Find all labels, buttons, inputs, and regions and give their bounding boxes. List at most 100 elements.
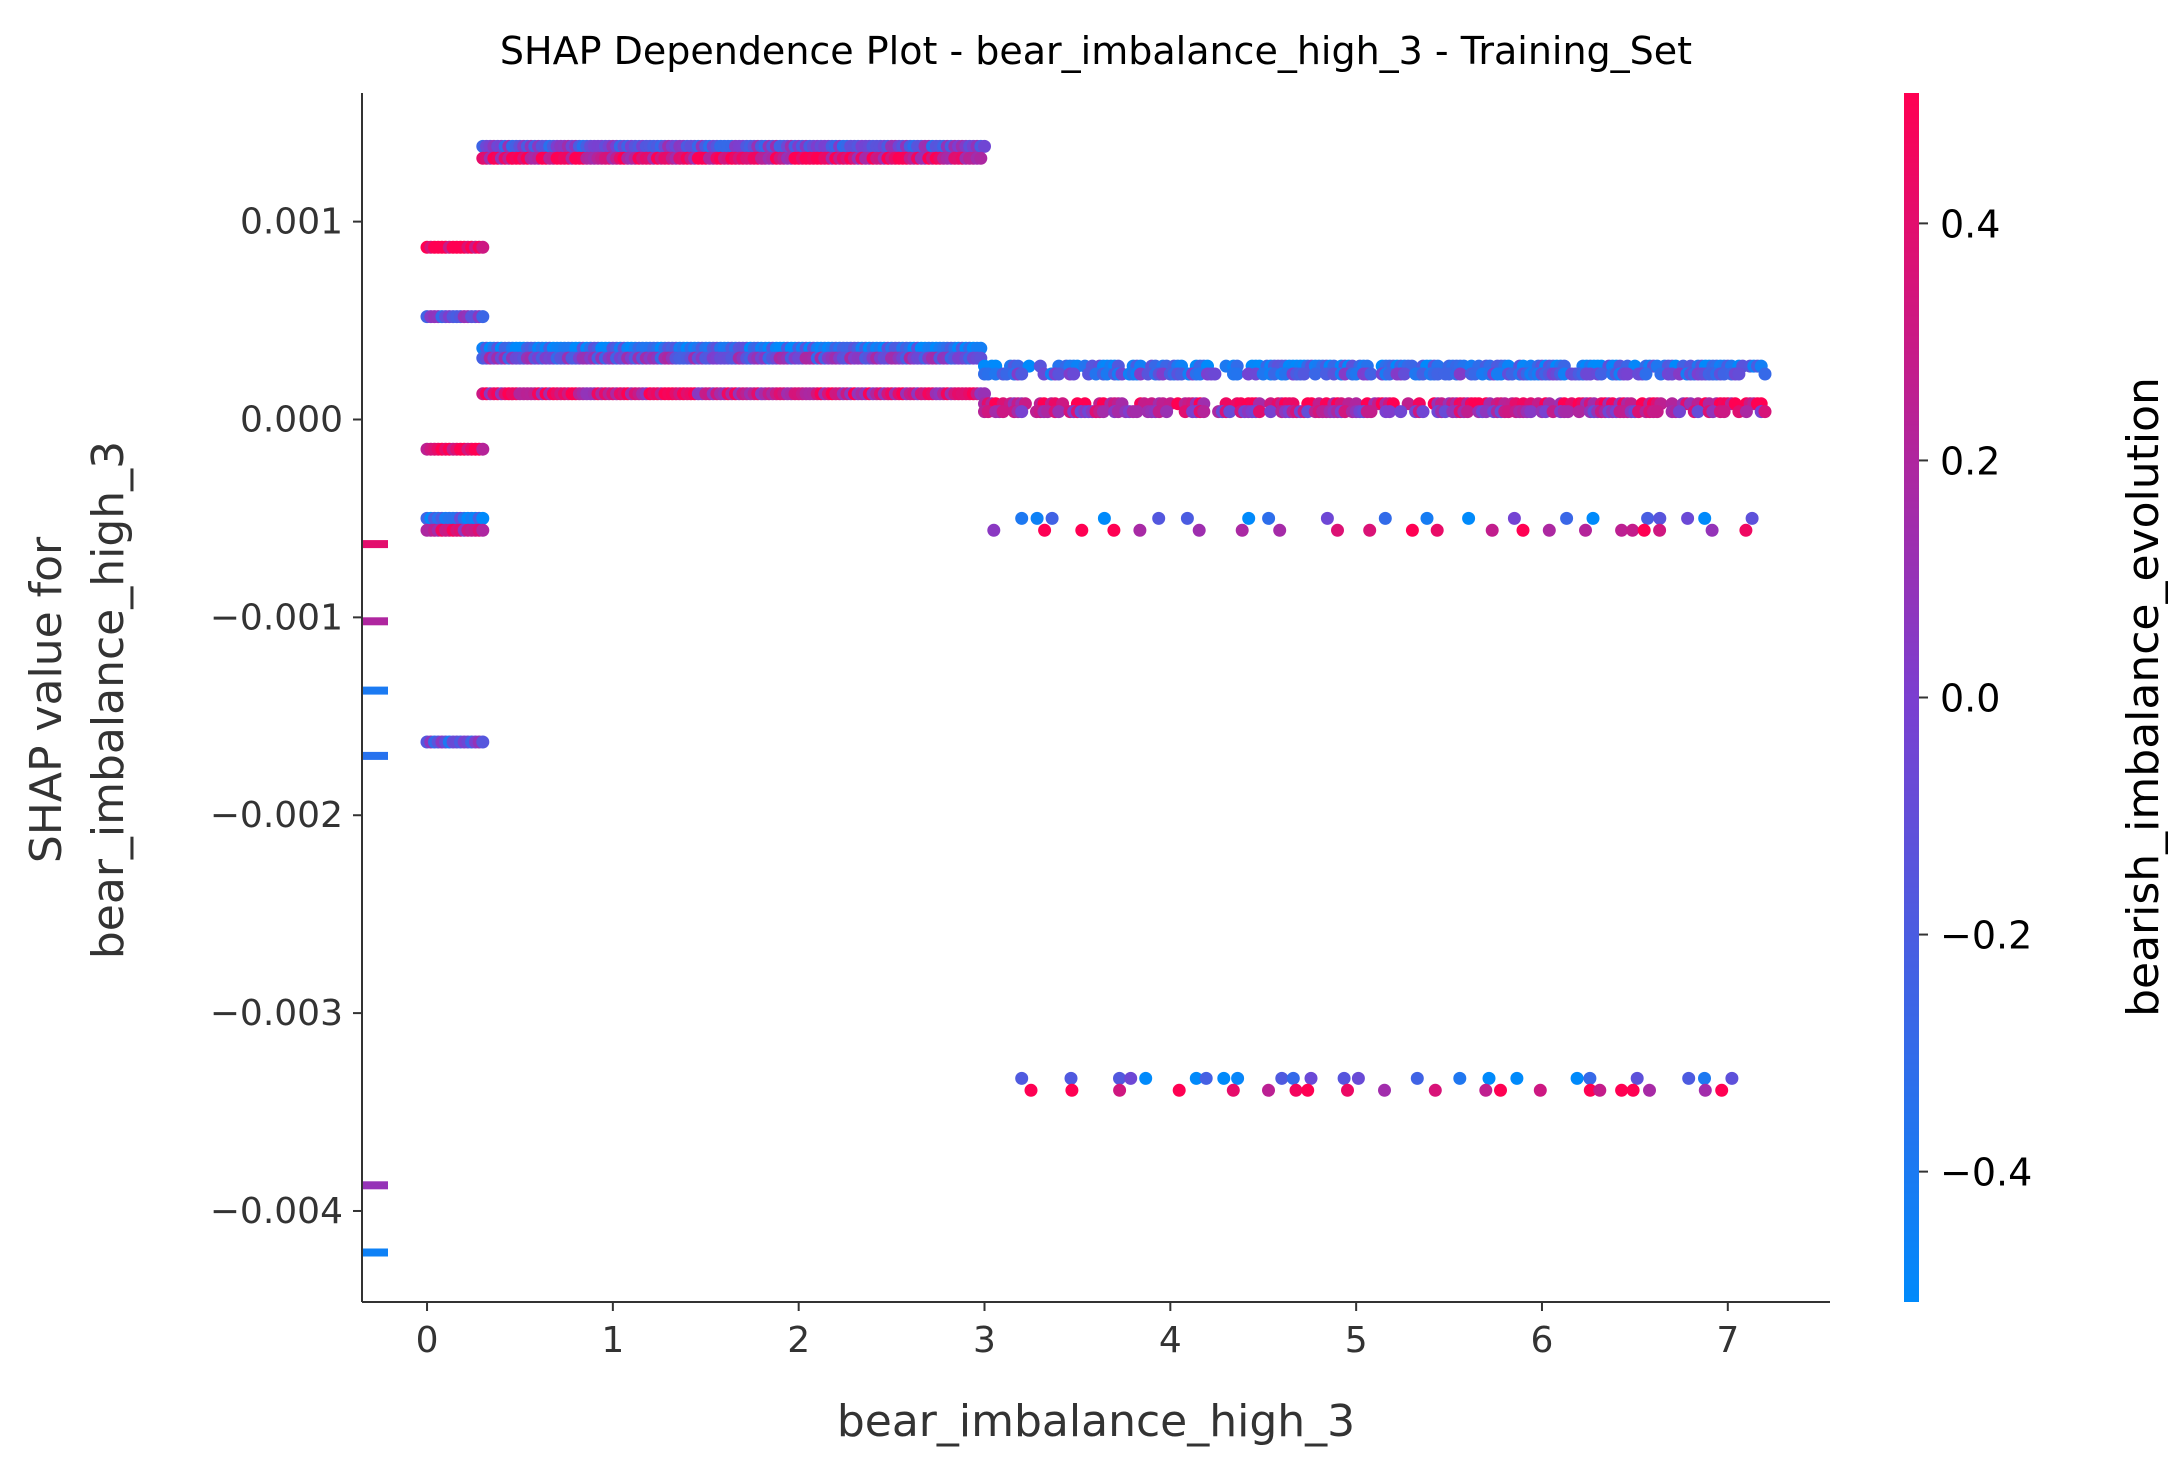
y-tick-label: −0.003 [210,993,343,1034]
data-point [1461,405,1475,419]
missing-value-marker [363,751,388,760]
data-point [1410,1071,1424,1085]
data-point [1030,511,1044,525]
x-tick-label: 3 [973,1320,996,1361]
data-point [1494,1083,1507,1097]
data-point [476,442,490,456]
chart-title: SHAP Dependence Plot - bear_imbalance_hi… [500,29,1692,73]
missing-value-marker [363,617,388,626]
data-point [1304,1071,1318,1085]
data-point [1301,1083,1315,1097]
data-point [476,240,490,254]
data-point [1015,405,1029,419]
data-point [1223,405,1237,419]
data-point [1510,1071,1524,1085]
data-point [1630,1071,1644,1085]
data-point [1416,405,1430,419]
y-axis-ticks: 0.001 0.000 −0.001 −0.002 −0.003 −0.004 [210,202,362,1232]
data-point [1308,367,1322,381]
data-point [1297,367,1311,381]
data-point [1621,367,1634,381]
data-point [1643,1083,1656,1097]
x-tick-label: 4 [1159,1320,1182,1361]
x-tick-label: 0 [416,1320,439,1361]
data-point [1560,511,1574,525]
data-point [978,387,991,401]
data-point [1015,511,1029,525]
data-point [1275,1071,1289,1085]
data-point [1639,367,1653,381]
data-point [1698,511,1712,525]
data-point [1739,405,1753,419]
y-axis-title-line1: SHAP value for [21,536,72,863]
data-point [1231,1071,1245,1085]
missing-value-marker [363,1181,388,1190]
data-point [1626,523,1639,537]
data-point [1398,367,1411,381]
data-point [974,151,988,165]
data-point [1052,405,1066,419]
data-point [1691,405,1705,419]
data-point [1139,1071,1153,1085]
data-point [1745,511,1759,525]
data-point [1507,511,1521,525]
data-point [1337,1071,1351,1085]
data-point [1583,1083,1597,1097]
data-point [1107,523,1121,537]
data-point [1226,1083,1240,1097]
data-point [1615,523,1629,537]
data-point [1199,1071,1213,1085]
data-point [1197,405,1211,419]
data-point [1717,405,1731,419]
y-tick-label: −0.001 [210,597,343,638]
data-point [1453,367,1467,381]
data-point [1113,1083,1127,1097]
data-point [996,405,1010,419]
data-point [1096,405,1110,419]
data-point [1262,1083,1275,1097]
data-point [1364,405,1378,419]
data-point [1725,1071,1739,1085]
data-point [476,511,490,525]
data-point [1378,511,1392,525]
data-point [1594,367,1608,381]
data-point [1583,1071,1597,1085]
missing-value-marker [363,540,388,549]
data-point [1152,511,1166,525]
missing-value-marker [363,1248,388,1257]
x-axis-title: bear_imbalance_high_3 [837,1396,1355,1447]
data-point [1045,511,1059,525]
data-point [1453,1071,1467,1085]
data-point [1262,511,1276,525]
data-point [1133,523,1147,537]
data-point [1064,1071,1078,1085]
y-tick-label: −0.004 [210,1191,343,1232]
data-point [1067,367,1081,381]
data-point [476,735,490,749]
colorbar-label: bearish_imbalance_evolution [2118,377,2168,1017]
data-point [1715,1083,1729,1097]
data-point [1732,367,1746,381]
data-point [1130,405,1144,419]
data-point [1586,511,1600,525]
data-point [1420,511,1434,525]
y-tick-label: 0.001 [240,202,343,243]
data-point [1172,1083,1186,1097]
data-point [1758,367,1772,381]
data-point [476,523,490,537]
data-point [1289,1083,1303,1097]
data-point [1383,405,1397,419]
data-point [1378,1083,1391,1097]
data-point [1341,1083,1354,1097]
data-point [1235,523,1249,537]
x-tick-label: 5 [1345,1320,1368,1361]
data-point [1705,523,1719,537]
data-point [1428,1083,1442,1097]
x-tick-label: 7 [1716,1320,1739,1361]
x-axis-ticks: 0 1 2 3 4 5 6 7 [416,1302,1739,1361]
y-tick-label: −0.002 [210,795,343,836]
scatter-points [420,139,1772,1097]
data-point [1192,523,1206,537]
data-point [1698,1083,1712,1097]
